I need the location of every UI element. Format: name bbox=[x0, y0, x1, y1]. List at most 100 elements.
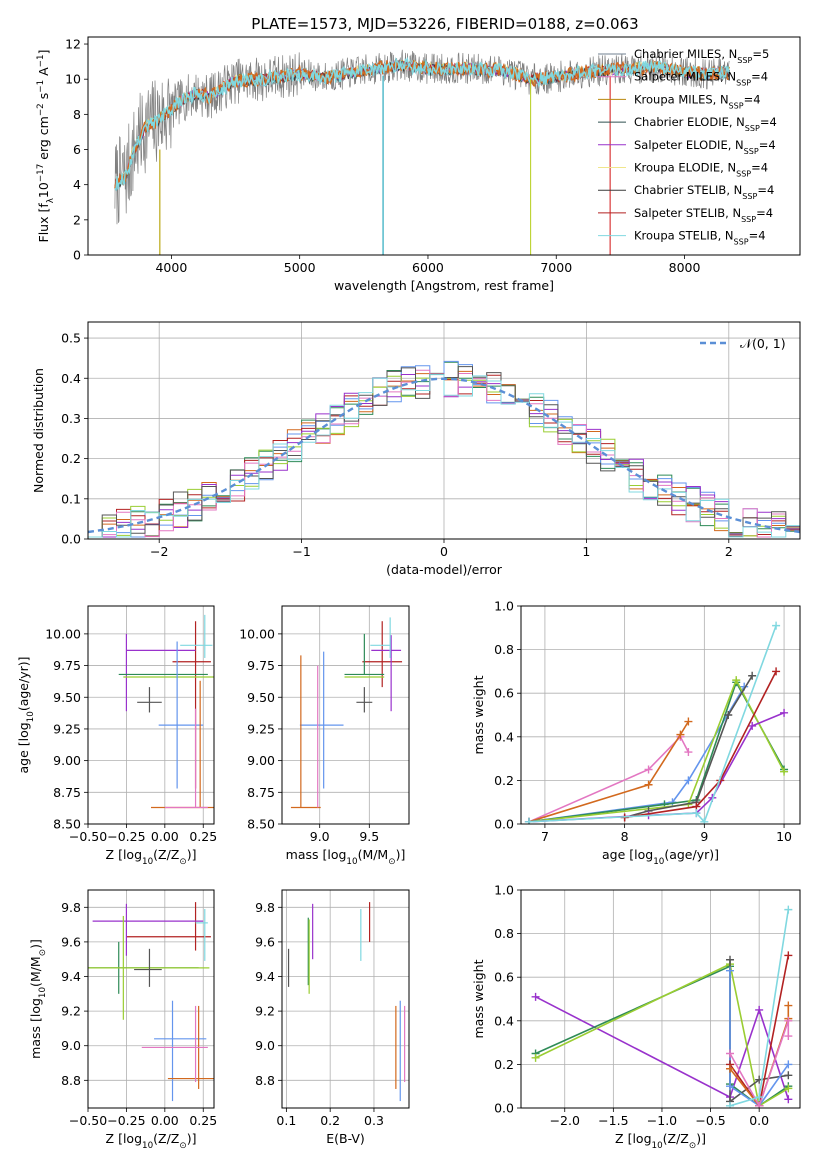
panel-residuals: −2 −1 0 1 2 0.0 0.1 0.2 0.3 0.4 0.5 (data-model)/er… bbox=[31, 321, 801, 577]
mass-weight-line bbox=[528, 735, 690, 823]
x-axis-label: Z [log10(Z/Z⊙)] bbox=[106, 847, 197, 867]
plus-marker bbox=[732, 676, 741, 685]
plot-area bbox=[88, 360, 800, 538]
plus-marker bbox=[726, 1082, 735, 1091]
plus-marker bbox=[684, 776, 693, 785]
plus-marker bbox=[684, 717, 693, 726]
legend-label: Salpeter ELODIE, NSSP=4 bbox=[634, 138, 776, 156]
y-tick-label: 0.3 bbox=[61, 411, 81, 426]
plus-marker bbox=[644, 780, 653, 789]
y-tick-label: 10.00 bbox=[45, 626, 81, 641]
panel-mass-vs-EBV: 0.1 0.2 0.3 8.8 9.0 9.2 9.4 9.6 9.8 E(B-V) bbox=[255, 889, 410, 1146]
x-tick-label: 1 bbox=[582, 544, 590, 559]
x-tick-label: 10 bbox=[776, 829, 792, 844]
plus-marker bbox=[644, 765, 653, 774]
x-tick-label: 0.00 bbox=[151, 829, 179, 844]
y-tick-label: 9.2 bbox=[61, 1004, 81, 1019]
plus-marker bbox=[524, 817, 533, 824]
y-tick-label: 8.50 bbox=[247, 817, 275, 832]
plus-marker bbox=[784, 1071, 793, 1080]
y-tick-label: 8.75 bbox=[53, 785, 81, 800]
y-tick-label: 0.0 bbox=[61, 532, 81, 547]
plot-area bbox=[290, 617, 403, 809]
x-tick-label: −1.0 bbox=[647, 1113, 677, 1128]
x-tick-label: 6000 bbox=[412, 260, 444, 275]
y-tick-label: 9.50 bbox=[53, 690, 81, 705]
axes-frame bbox=[87, 605, 215, 825]
mass-weight-line bbox=[535, 962, 789, 1108]
y-tick-label: 9.2 bbox=[255, 1004, 275, 1019]
chart-panels: 4000 5000 6000 7000 8000024681012wavelength … bbox=[16, 36, 801, 1151]
x-axis-label: wavelength [Angstrom, rest frame] bbox=[334, 278, 554, 293]
x-tick-label: −0.25 bbox=[107, 829, 145, 844]
x-tick-label: −1 bbox=[292, 544, 310, 559]
x-tick-label: −2 bbox=[150, 544, 168, 559]
y-tick-label: 9.00 bbox=[247, 753, 275, 768]
y-tick-label: 8.50 bbox=[53, 817, 81, 832]
legend-label: Chabrier MILES, NSSP=5 bbox=[634, 47, 769, 65]
x-tick-label: 8 bbox=[621, 829, 629, 844]
y-tick-label: 0.8 bbox=[494, 642, 514, 657]
plus-marker bbox=[531, 1053, 540, 1062]
legend-label: Salpeter STELIB, NSSP=4 bbox=[634, 206, 773, 224]
plus-marker bbox=[676, 730, 685, 739]
plus-marker bbox=[780, 767, 789, 776]
x-axis-label: (data-model)/error bbox=[386, 562, 503, 577]
x-tick-label: 7 bbox=[541, 829, 549, 844]
mass-weight-line bbox=[528, 680, 785, 823]
normal-reference-curve bbox=[88, 377, 800, 534]
plus-marker bbox=[748, 671, 757, 680]
y-tick-label: 9.4 bbox=[61, 969, 81, 984]
x-tick-label: 0.3 bbox=[364, 1113, 384, 1128]
legend-label: Chabrier ELODIE, NSSP=4 bbox=[634, 115, 777, 133]
axes-frame bbox=[520, 889, 801, 1109]
axes-frame bbox=[87, 889, 215, 1109]
y-tick-label: 0.2 bbox=[494, 1057, 514, 1072]
plus-marker bbox=[748, 721, 757, 730]
x-tick-label: −0.5 bbox=[695, 1113, 725, 1128]
plus-marker bbox=[784, 1084, 793, 1093]
y-tick-label: 8.8 bbox=[255, 1073, 275, 1088]
x-axis-label: mass [log10(M/M⊙)] bbox=[286, 847, 406, 867]
x-tick-label: −2.0 bbox=[550, 1113, 580, 1128]
plus-marker bbox=[692, 809, 701, 818]
mass-weight-line bbox=[528, 678, 785, 823]
y-tick-label: 4 bbox=[73, 177, 81, 192]
plus-marker bbox=[755, 1093, 764, 1102]
plus-marker bbox=[726, 1101, 735, 1108]
plot-area bbox=[524, 621, 789, 824]
x-tick-label: 0 bbox=[440, 544, 448, 559]
y-tick-label: 0.6 bbox=[494, 970, 514, 985]
mass-weight-line bbox=[624, 671, 777, 819]
axes-frame bbox=[281, 605, 410, 825]
legend: Chabrier MILES, NSSP=5 Salpeter MILES, NS… bbox=[598, 47, 777, 246]
y-tick-label: 9.50 bbox=[247, 690, 275, 705]
axes-frame bbox=[520, 605, 801, 825]
plus-marker bbox=[784, 905, 793, 914]
y-tick-label: 12 bbox=[65, 37, 81, 52]
plot-area bbox=[118, 614, 214, 809]
plot-area bbox=[114, 49, 730, 255]
y-tick-label: 9.8 bbox=[255, 900, 275, 915]
legend-label: Kroupa MILES, NSSP=4 bbox=[634, 92, 761, 110]
x-tick-label: 0.1 bbox=[276, 1113, 296, 1128]
plus-marker bbox=[755, 1101, 764, 1108]
mass-weight-line bbox=[535, 996, 790, 1100]
y-tick-label: 9.0 bbox=[61, 1038, 81, 1053]
y-tick-label: 8.8 bbox=[61, 1073, 81, 1088]
legend-label: 𝒩(0, 1) bbox=[740, 336, 786, 351]
y-axis-label: mass weight bbox=[471, 959, 486, 1038]
x-tick-label: −0.25 bbox=[107, 1113, 145, 1128]
y-tick-label: 9.8 bbox=[61, 900, 81, 915]
plus-marker bbox=[772, 667, 781, 676]
y-tick-label: 8 bbox=[73, 107, 81, 122]
plus-marker bbox=[684, 748, 693, 757]
plus-marker bbox=[531, 992, 540, 1001]
plus-marker bbox=[784, 1095, 793, 1104]
mass-weight-line bbox=[528, 625, 777, 824]
x-axis-label: Z [log10(Z/Z⊙)] bbox=[106, 1131, 197, 1151]
panel-massweight-vs-Z: −2.0 −1.5 −1.0 −0.5 0.0 0.0 0.2 0.4 0.6 0.8 1.0 Z [… bbox=[471, 883, 801, 1151]
plus-marker bbox=[784, 951, 793, 960]
legend-label: Kroupa ELODIE, NSSP=4 bbox=[634, 161, 768, 179]
plus-marker bbox=[700, 817, 709, 824]
